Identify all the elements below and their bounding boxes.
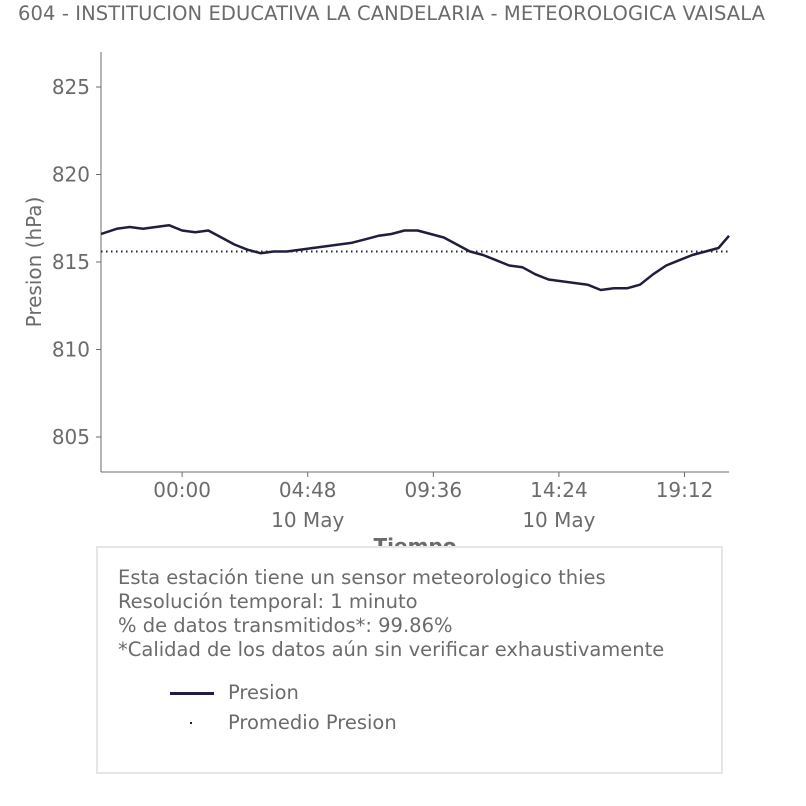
x-tick-sublabel: 10 May [522,508,595,532]
x-tick-label: 00:00 [153,478,211,502]
pressure-series-line [100,223,730,292]
x-tick-label: 14:24 [530,478,588,502]
info-box: Esta estación tiene un sensor meteorolog… [96,546,723,774]
y-tick-label: 825 [52,75,90,99]
legend-line-swatch [170,692,214,695]
x-tick-sublabel: 10 May [271,508,344,532]
data-quality-note: *Calidad de los datos aún sin verificar … [118,638,665,661]
y-axis-label: Presion (hPa) [22,197,46,328]
legend-label-presion: Presion [228,681,299,704]
x-tick-label: 09:36 [404,478,462,502]
legend-dot-swatch [190,722,192,724]
y-tick-label: 805 [52,425,90,449]
temporal-resolution-note: Resolución temporal: 1 minuto [118,590,418,613]
x-tick-label: 04:48 [279,478,337,502]
transmitted-data-note: % de datos transmitidos*: 99.86% [118,614,453,637]
x-tick-label: 19:12 [656,478,714,502]
station-sensor-note: Esta estación tiene un sensor meteorolog… [118,566,606,589]
legend-label-promedio: Promedio Presion [228,711,397,734]
y-tick-label: 820 [52,163,90,187]
chart-title: 604 - INSTITUCION EDUCATIVA LA CANDELARI… [18,2,766,25]
y-tick-label: 810 [52,338,90,362]
y-tick-label: 815 [52,250,90,274]
x-axis-label: Tiempo [374,534,457,546]
chart-area: 805 810 815 820 825 00:00 04:48 10 May 09:36 14:2… [22,52,730,546]
